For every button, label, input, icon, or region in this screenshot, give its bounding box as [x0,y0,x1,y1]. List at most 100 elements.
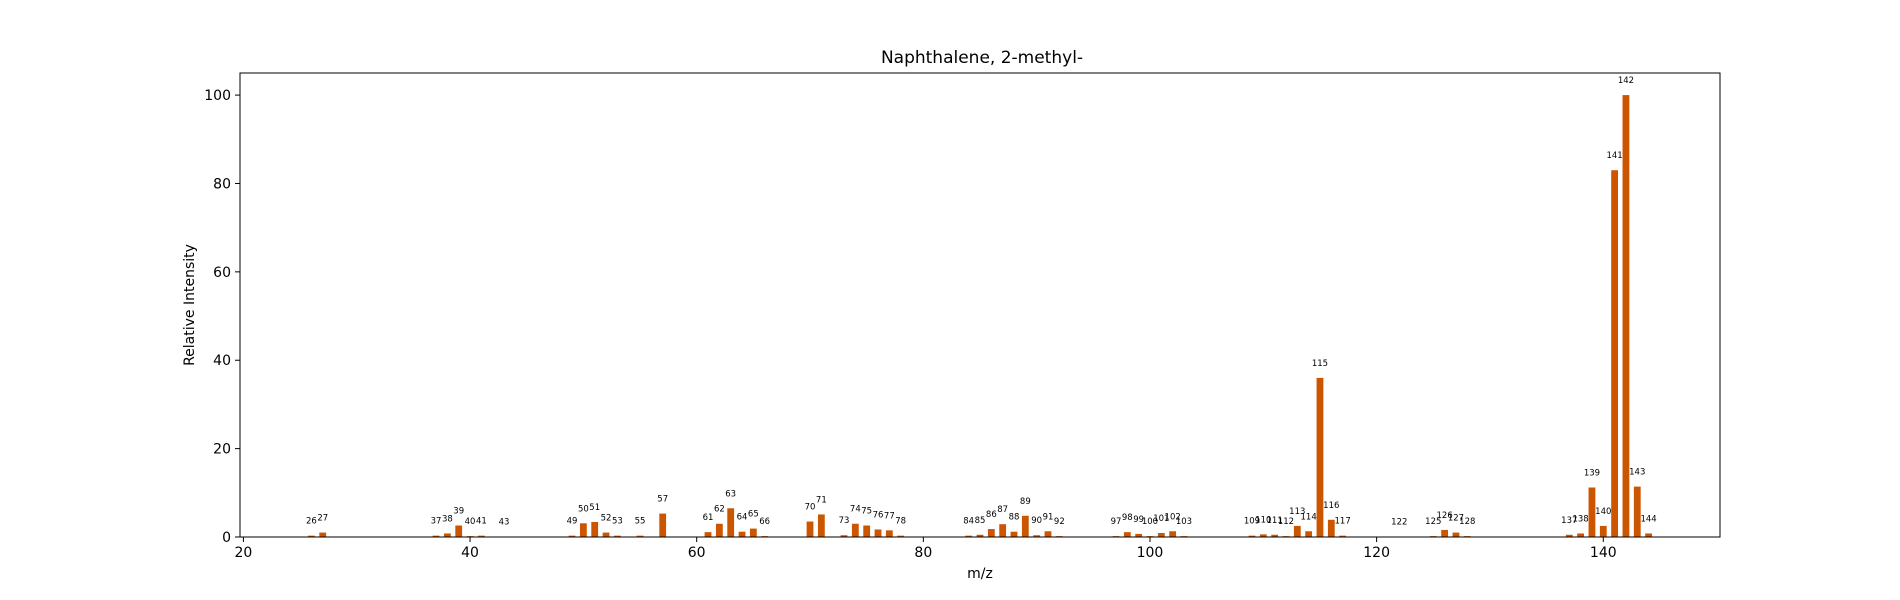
data-label-mz-87: 87 [997,505,1008,515]
y-tick-label: 60 [213,265,231,281]
bar-mz-70 [806,521,814,537]
data-label-mz-89: 89 [1020,497,1031,507]
data-label-mz-114: 114 [1301,512,1317,522]
bar-mz-101 [1157,533,1165,537]
bar-mz-109 [1248,535,1256,537]
bar-mz-49 [568,535,576,537]
data-label-mz-90: 90 [1031,516,1042,526]
data-label-mz-125: 125 [1425,517,1441,527]
data-label-mz-86: 86 [986,510,997,520]
bar-mz-110 [1259,534,1267,537]
data-label-mz-92: 92 [1054,517,1065,527]
data-label-mz-52: 52 [601,514,612,524]
bar-mz-78 [897,535,905,537]
bar-mz-116 [1327,519,1335,537]
bar-mz-99 [1135,533,1143,537]
bar-mz-113 [1293,525,1301,537]
data-label-mz-51: 51 [589,503,600,513]
bar-mz-63 [727,508,735,537]
data-label-mz-113: 113 [1289,507,1305,517]
data-label-mz-65: 65 [748,510,759,520]
bar-mz-61 [704,532,712,537]
data-label-mz-116: 116 [1323,501,1339,511]
bar-mz-139 [1588,487,1596,537]
y-tick-label: 40 [213,353,231,369]
data-label-mz-141: 141 [1606,151,1622,161]
bar-mz-62 [715,523,723,537]
bar-mz-114 [1305,531,1313,537]
data-label-mz-78: 78 [895,517,906,527]
data-label-mz-112: 112 [1278,517,1294,527]
data-label-mz-88: 88 [1009,513,1020,523]
data-label-mz-122: 122 [1391,518,1407,528]
data-label-mz-84: 84 [963,517,974,527]
bar-mz-65 [749,528,757,537]
data-label-mz-103: 103 [1176,517,1192,527]
data-label-mz-38: 38 [442,514,453,524]
y-tick-label: 0 [222,530,231,546]
data-label-mz-102: 102 [1165,512,1181,522]
data-label-mz-27: 27 [317,514,328,524]
data-label-mz-85: 85 [975,516,986,526]
x-tick-label: 80 [914,545,932,561]
bar-mz-84 [965,535,973,537]
data-label-mz-62: 62 [714,505,725,515]
data-label-mz-43: 43 [499,518,510,528]
bar-mz-26 [307,535,315,537]
x-tick-label: 140 [1590,545,1617,561]
data-label-mz-127: 127 [1448,514,1464,524]
bar-mz-144 [1645,533,1653,537]
data-label-mz-110: 110 [1255,515,1271,525]
bar-mz-143 [1633,486,1641,537]
data-label-mz-75: 75 [861,507,872,517]
data-label-mz-143: 143 [1629,468,1645,478]
x-axis-label: m/z [967,566,993,582]
data-label-mz-137: 137 [1561,516,1577,526]
bar-mz-53 [613,535,621,537]
bar-mz-76 [874,529,882,537]
data-label-mz-77: 77 [884,511,895,521]
bar-mz-140 [1599,525,1607,537]
bar-mz-115 [1316,377,1324,537]
data-label-mz-39: 39 [453,507,464,517]
y-tick-label: 100 [204,88,231,104]
data-label-mz-99: 99 [1133,515,1144,525]
data-label-mz-55: 55 [635,517,646,527]
bar-mz-88 [1010,531,1018,537]
data-label-mz-66: 66 [759,517,770,527]
x-axis-ticks: 20 40 60 80 100 120 140 [234,537,1617,561]
bar-mz-50 [579,523,587,537]
data-label-mz-111: 111 [1267,516,1283,526]
data-label-mz-61: 61 [703,513,714,523]
bar-mz-91 [1044,531,1052,537]
y-axis-label: Relative Intensity [182,244,198,366]
bar-mz-138 [1577,533,1585,537]
data-label-mz-98: 98 [1122,513,1133,523]
data-label-mz-101: 101 [1153,514,1169,524]
data-label-mz-40: 40 [465,517,476,527]
bar-mz-90 [1033,535,1041,537]
data-label-mz-142: 142 [1618,76,1634,86]
bars-group [307,95,1653,537]
data-label-mz-70: 70 [805,503,816,513]
data-label-mz-117: 117 [1335,517,1351,527]
data-label-mz-37: 37 [431,517,442,527]
bar-mz-111 [1271,534,1279,537]
bar-mz-52 [602,532,610,537]
bar-mz-57 [659,513,667,537]
data-label-mz-115: 115 [1312,359,1328,369]
bar-mz-73 [840,535,848,537]
data-label-mz-138: 138 [1572,514,1588,524]
data-label-mz-76: 76 [873,510,884,520]
data-label-mz-91: 91 [1043,512,1054,522]
data-label-mz-128: 128 [1459,517,1475,527]
data-label-mz-41: 41 [476,517,487,527]
bar-mz-142 [1622,95,1630,537]
y-tick-label: 20 [213,442,231,458]
data-label-mz-109: 109 [1244,517,1260,527]
data-label-mz-139: 139 [1584,469,1600,479]
data-label-mz-53: 53 [612,517,623,527]
chart-title: Naphthalene, 2-methyl- [881,48,1083,68]
